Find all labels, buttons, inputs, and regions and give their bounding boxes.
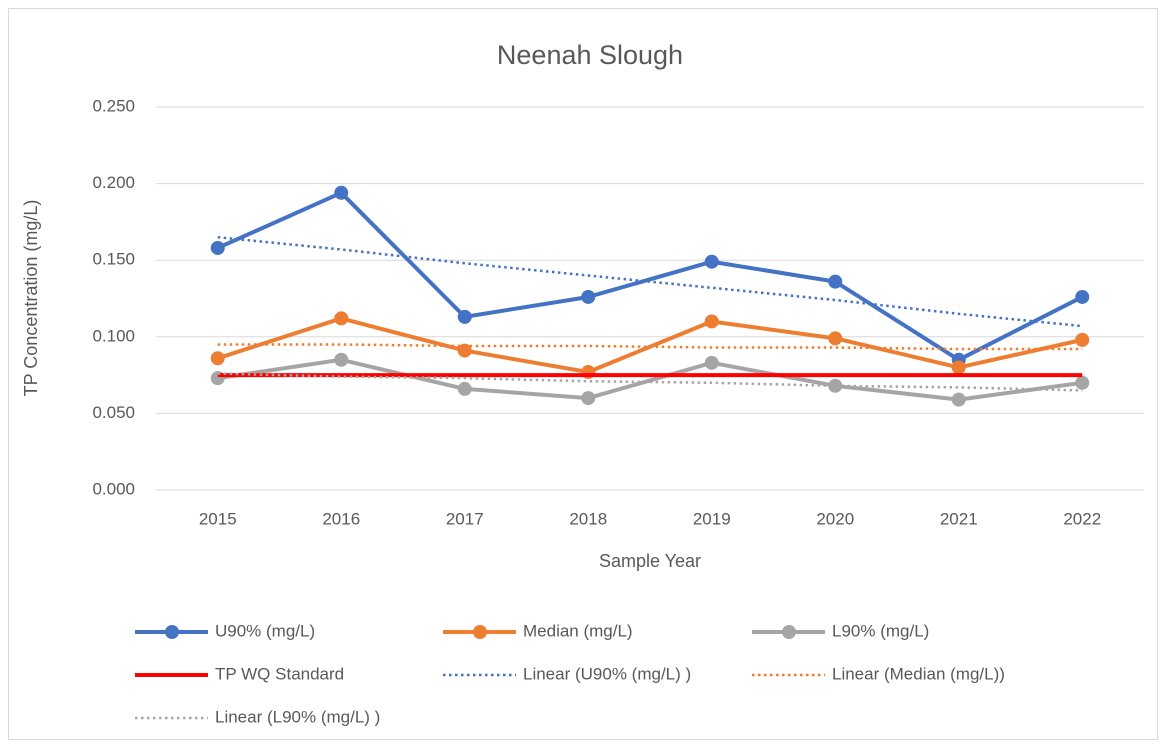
marker [581,289,596,304]
marker [334,311,349,326]
legend-label: TP WQ Standard [215,664,344,683]
x-tick-label: 2017 [446,509,484,528]
legend-label: L90% (mg/L) [832,621,929,640]
legend-marker [782,625,796,639]
marker [581,391,596,406]
y-axis-title: TP Concentration (mg/L) [21,200,41,397]
trend-line [217,372,1083,392]
marker [457,309,472,324]
marker [704,314,719,329]
marker [704,355,719,370]
marker [951,392,966,407]
marker [828,274,843,289]
marker [951,360,966,375]
trend-line [217,235,1083,328]
marker [828,331,843,346]
marker [828,378,843,393]
marker [334,352,349,367]
chart-title: Neenah Slough [497,40,683,70]
marker [1075,289,1090,304]
legend-label: Linear (L90% (mg/L) ) [215,707,380,726]
marker [210,351,225,366]
x-tick-label: 2016 [322,509,360,528]
x-tick-label: 2018 [569,509,607,528]
x-tick-label: 2015 [199,509,237,528]
legend-marker [473,625,487,639]
marker [334,185,349,200]
y-tick-label: 0.200 [92,173,135,192]
legend-label: U90% (mg/L) [215,621,315,640]
marker [704,254,719,269]
marker [1075,332,1090,347]
x-tick-label: 2021 [940,509,978,528]
y-tick-label: 0.050 [92,403,135,422]
x-tick-label: 2019 [693,509,731,528]
marker [457,343,472,358]
legend-label: Linear (U90% (mg/L) ) [523,664,691,683]
legend-marker [165,625,179,639]
y-tick-label: 0.000 [92,479,135,498]
y-tick-label: 0.150 [92,250,135,269]
marker [1075,375,1090,390]
x-tick-label: 2022 [1063,509,1101,528]
marker [457,381,472,396]
y-tick-label: 0.250 [92,96,135,115]
series-line [217,357,1083,402]
series-line [216,190,1084,362]
x-tick-label: 2020 [816,509,854,528]
y-tick-label: 0.100 [92,326,135,345]
legend-label: Linear (Median (mg/L)) [832,664,1005,683]
marker [210,240,225,255]
trend-line [217,343,1083,351]
x-axis-title: Sample Year [599,551,701,571]
legend-label: Median (mg/L) [523,621,633,640]
